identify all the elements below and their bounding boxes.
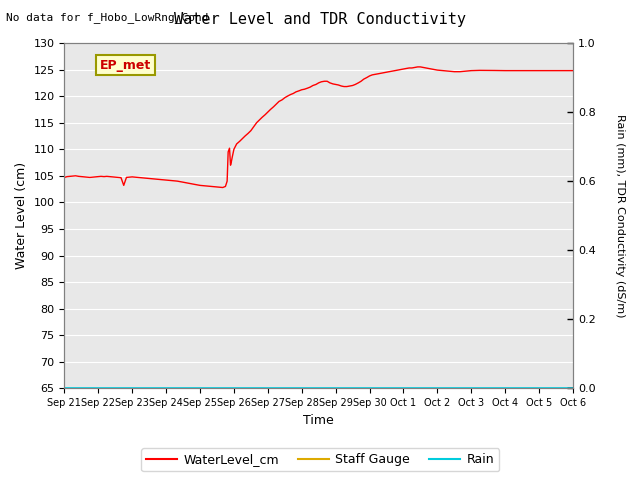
- Legend: WaterLevel_cm, Staff Gauge, Rain: WaterLevel_cm, Staff Gauge, Rain: [141, 448, 499, 471]
- Text: No data for f_Hobo_LowRng_Cond: No data for f_Hobo_LowRng_Cond: [6, 12, 209, 23]
- X-axis label: Time: Time: [303, 414, 334, 427]
- Text: Water Level and TDR Conductivity: Water Level and TDR Conductivity: [174, 12, 466, 27]
- Y-axis label: Rain (mm), TDR Conductivity (dS/m): Rain (mm), TDR Conductivity (dS/m): [615, 114, 625, 317]
- Y-axis label: Water Level (cm): Water Level (cm): [15, 162, 28, 269]
- Text: EP_met: EP_met: [100, 59, 151, 72]
